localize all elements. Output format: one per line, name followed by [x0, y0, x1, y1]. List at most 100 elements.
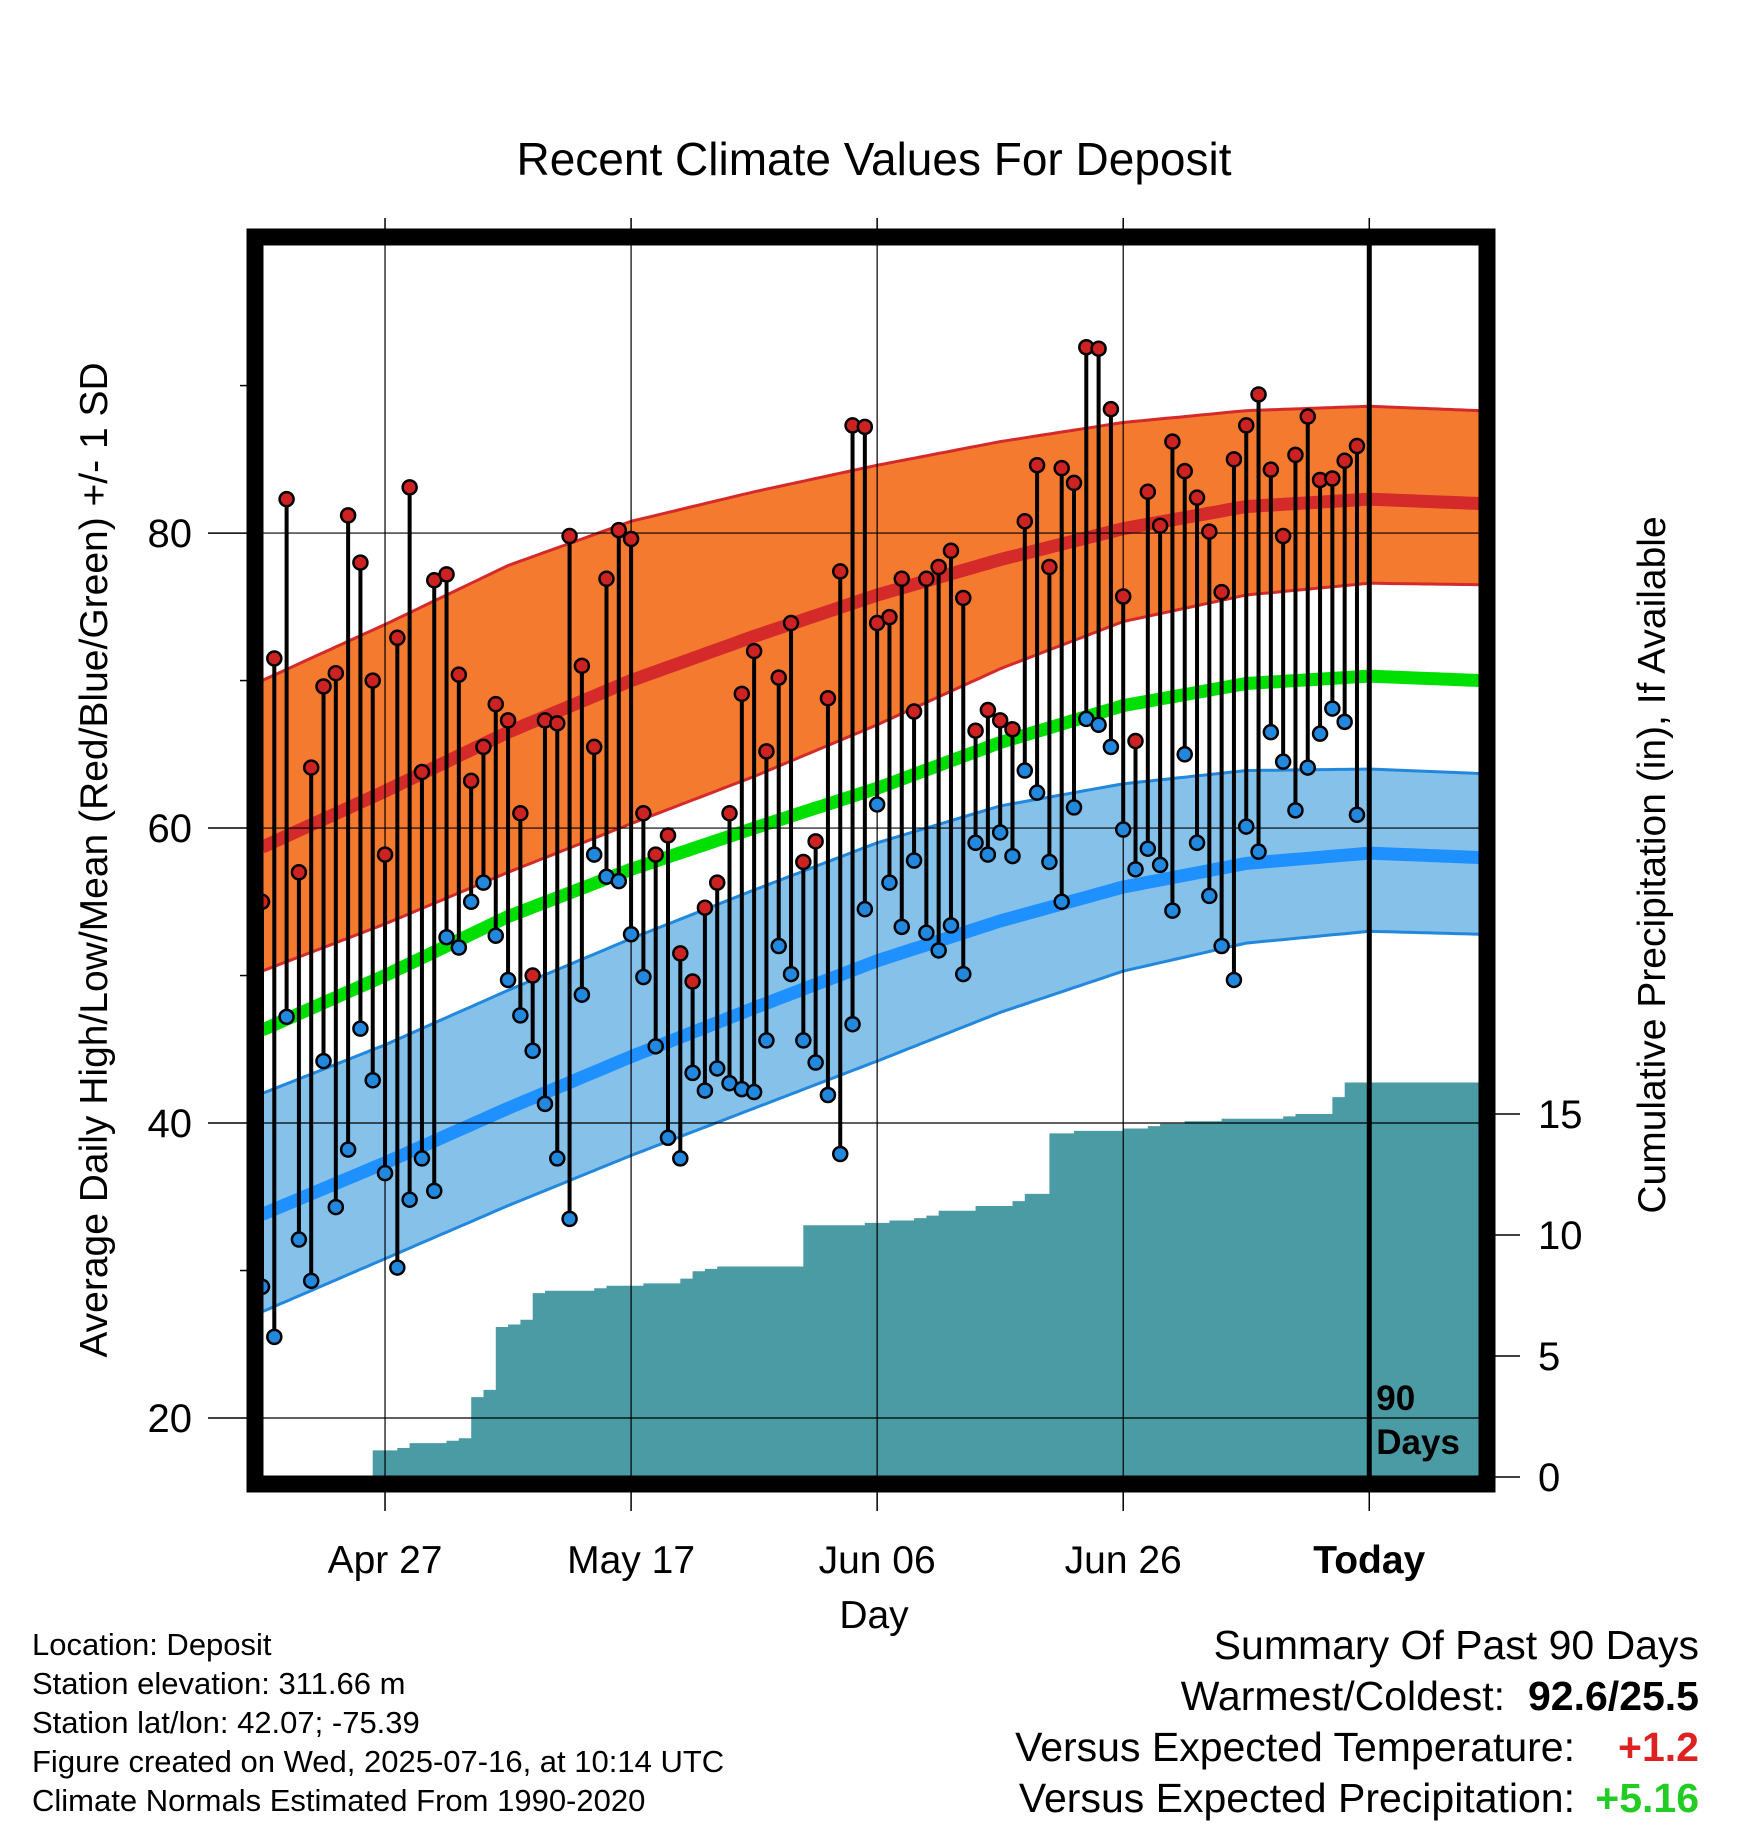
x-axis-label: Day — [839, 1594, 909, 1637]
low-point — [401, 1191, 418, 1208]
high-point — [819, 690, 837, 707]
high-point — [266, 650, 283, 667]
high-point — [1151, 517, 1169, 534]
high-point — [708, 874, 726, 891]
high-point — [622, 530, 640, 548]
precipitation-area — [262, 1082, 1480, 1477]
low-point — [462, 893, 480, 911]
daily-points — [253, 338, 1366, 1346]
x-tick-label: Jun 06 — [819, 1539, 936, 1582]
high-point — [1324, 470, 1341, 487]
low-point — [782, 965, 800, 983]
low-point — [831, 1145, 849, 1163]
low-point — [856, 900, 874, 918]
today-days-label: 90 Days — [1376, 1379, 1460, 1462]
x-tick-label: Jun 26 — [1065, 1539, 1182, 1582]
low-point — [1262, 723, 1280, 741]
low-point — [585, 846, 603, 863]
high-point — [1262, 461, 1280, 478]
low-point — [635, 968, 652, 986]
low-point — [499, 971, 517, 989]
low-point — [487, 927, 505, 944]
low-point — [1151, 856, 1169, 874]
high-point — [881, 608, 898, 626]
low-point — [610, 872, 628, 890]
low-point — [389, 1259, 406, 1276]
low-point — [475, 874, 492, 891]
low-point — [672, 1150, 689, 1167]
y-right-tick-label: 15 — [1538, 1093, 1583, 1137]
y-axis-left-label: Average Daily High/Low/Mean (Red/Blue/Gr… — [73, 362, 116, 1357]
low-point — [881, 874, 898, 891]
low-point — [339, 1141, 357, 1158]
low-point — [684, 1064, 701, 1082]
high-point — [1028, 456, 1046, 474]
low-point — [1250, 843, 1267, 860]
low-point — [942, 917, 960, 934]
low-point — [1053, 893, 1070, 911]
created-text: Figure created on Wed, 2025-07-16, at 10… — [32, 1744, 725, 1779]
high-point — [659, 827, 677, 844]
high-point — [302, 759, 320, 776]
high-point — [1274, 527, 1292, 545]
low-point — [290, 1231, 308, 1248]
low-point — [647, 1038, 664, 1055]
high-point — [401, 479, 418, 496]
high-point — [352, 554, 369, 571]
high-point — [475, 738, 492, 756]
high-point — [1237, 417, 1255, 434]
location-text: Location: Deposit — [32, 1627, 272, 1662]
y-left-tick-label: 60 — [148, 807, 193, 851]
low-point — [1065, 799, 1083, 816]
high-point — [1225, 451, 1243, 468]
low-point — [1348, 806, 1366, 824]
summary-panel: Summary Of Past 90 Days Warmest/Coldest:… — [1015, 1620, 1699, 1824]
high-point — [549, 715, 566, 732]
high-point — [487, 695, 505, 713]
warmest-coldest-row: Warmest/Coldest: 92.6/25.5 — [1015, 1671, 1699, 1722]
high-point — [1176, 462, 1193, 480]
low-point — [1225, 971, 1243, 989]
high-point — [967, 722, 984, 739]
low-point — [1176, 746, 1193, 763]
precip-delta-value: +5.16 — [1595, 1775, 1699, 1821]
high-point — [512, 805, 529, 822]
high-point — [672, 945, 689, 962]
low-point — [1102, 738, 1120, 756]
high-point — [1201, 523, 1218, 540]
high-point — [1336, 452, 1353, 470]
high-point — [364, 672, 381, 689]
low-point — [659, 1129, 677, 1147]
low-point — [795, 1032, 812, 1049]
low-point — [708, 1060, 726, 1077]
y-right-tick-label: 5 — [1538, 1335, 1560, 1379]
low-normal-line — [259, 846, 1481, 1221]
low-point — [1324, 700, 1341, 717]
low-point — [315, 1052, 332, 1070]
elevation-text: Station elevation: 311.66 m — [32, 1666, 406, 1701]
high-point — [1114, 588, 1132, 605]
high-point — [1102, 400, 1120, 418]
low-point — [955, 965, 972, 983]
low-point — [979, 846, 997, 863]
today-days-line: Days — [1376, 1423, 1460, 1462]
x-tick-label: Apr 27 — [328, 1539, 443, 1582]
low-point — [991, 824, 1009, 841]
high-point — [1188, 489, 1206, 506]
temp-delta-row: Versus Expected Temperature: +1.2 — [1015, 1722, 1699, 1773]
low-point — [1299, 759, 1317, 776]
warmest-coldest-label: Warmest/Coldest: — [1180, 1673, 1505, 1719]
high-point — [721, 805, 738, 822]
high-point — [1213, 583, 1230, 601]
high-point — [1287, 446, 1304, 464]
x-tick-label: May 17 — [567, 1539, 695, 1582]
high-point — [1004, 720, 1021, 738]
daily-range-stems — [260, 347, 1359, 1337]
high-point — [733, 685, 751, 703]
low-point — [745, 1083, 763, 1101]
low-point — [352, 1020, 369, 1037]
precip-delta-row: Versus Expected Precipitation: +5.16 — [1015, 1773, 1699, 1824]
low-point — [561, 1210, 578, 1228]
y-left-tick-label: 80 — [148, 512, 193, 556]
low-point — [1028, 784, 1046, 801]
